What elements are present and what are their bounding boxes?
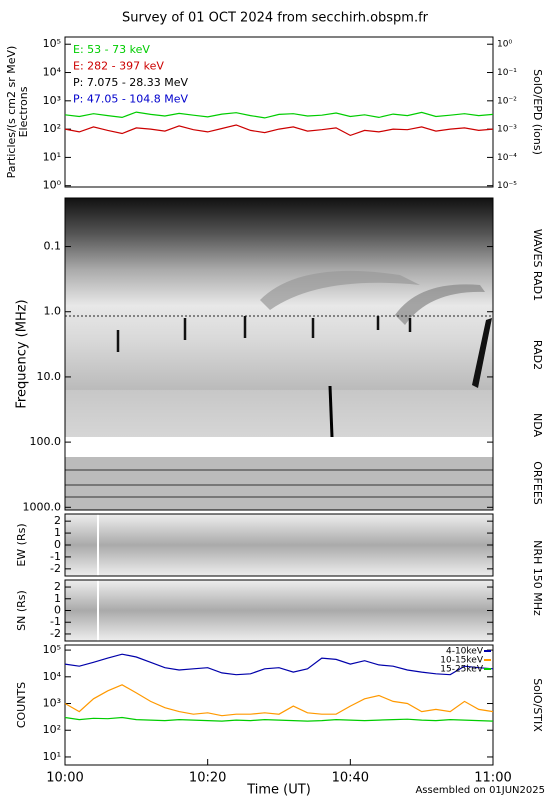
y-axis-label: Electrons (17, 86, 30, 137)
y-tick-label: 0 (54, 538, 61, 551)
series-line (64, 653, 494, 676)
y-tick-label: -2 (50, 627, 61, 640)
nrh-image (65, 514, 493, 641)
y-tick-label: 10⁴ (43, 66, 62, 79)
legend-label: 10-15keV (440, 656, 484, 666)
series-line (64, 111, 494, 119)
y2-axis-label: SolO/STIX (531, 678, 544, 732)
y-axis-label: Frequency (MHz) (15, 299, 30, 408)
y-tick-label: -2 (50, 562, 61, 575)
y2-tick-label: 10⁻¹ (497, 68, 517, 78)
y-axis-label: Particles/(s cm2 sr MeV) (5, 46, 18, 179)
legend-label: P: 7.075 - 28.33 MeV (73, 76, 189, 89)
y-tick-label: 1 (54, 592, 61, 605)
y-tick-label: 10³ (43, 697, 61, 710)
instrument-label: RAD2 (531, 340, 544, 370)
y-tick-label: 0 (54, 604, 61, 617)
instrument-label: WAVES RAD1 (531, 229, 544, 301)
y2-axis-label: NRH 150 MHz (531, 540, 544, 616)
y-tick-label: 2 (54, 580, 61, 593)
legend-label: E: 282 - 397 keV (73, 60, 164, 73)
panel-frame (64, 644, 494, 766)
panel-frame (64, 197, 494, 511)
instrument-label: ORFEES (531, 461, 544, 505)
series-line (64, 124, 494, 137)
y-tick-label: 10.0 (37, 370, 62, 383)
instrument-label: NDA (531, 413, 544, 438)
y2-tick-label: 10⁻⁴ (497, 153, 517, 163)
y-tick-label: 100.0 (30, 435, 62, 448)
y-tick-label: 1 (54, 526, 61, 539)
y-tick-label: 10² (43, 122, 61, 135)
y2-tick-label: 10⁻³ (497, 125, 517, 135)
y-tick-label: 10⁵ (43, 37, 61, 50)
panel-frame (64, 36, 494, 188)
footer: Assembled on 01JUN2025 (415, 785, 545, 796)
y-tick-label: 2 (54, 514, 61, 527)
y2-axis-label: SolO/EPD (ions) (531, 69, 544, 155)
x-tick-label: 10:00 (46, 771, 83, 786)
y-tick-label: 10² (43, 723, 61, 736)
series-line (64, 716, 494, 722)
y-axis-label: SN (Rs) (15, 590, 28, 631)
spectrogram-image (65, 198, 493, 510)
legend-label: E: 53 - 73 keV (73, 43, 150, 56)
y-tick-label: 10⁴ (43, 670, 62, 683)
legend-label: 15-25keV (440, 665, 484, 675)
x-tick-label: 10:40 (332, 771, 369, 786)
title: Survey of 01 OCT 2024 from secchirh.obsp… (122, 11, 429, 26)
legend-label: 4-10keV (446, 647, 484, 657)
y-tick-label: -1 (50, 615, 61, 628)
y-tick-label: 10³ (43, 94, 61, 107)
y-tick-label: 1.0 (44, 305, 62, 318)
y-tick-label: -1 (50, 550, 61, 563)
x-axis-label: Time (UT) (246, 783, 311, 798)
series-line (64, 684, 494, 717)
legend-label: P: 47.05 - 104.8 MeV (73, 93, 189, 106)
y-tick-label: 1000.0 (23, 500, 62, 513)
y-tick-label: 0.1 (44, 240, 62, 253)
y-axis-label: COUNTS (15, 682, 28, 728)
y-tick-label: 10⁵ (43, 643, 61, 656)
y2-tick-label: 10⁻² (497, 96, 517, 106)
y-axis-label: EW (Rs) (15, 523, 28, 566)
x-tick-label: 10:20 (189, 771, 226, 786)
y-tick-label: 10¹ (43, 150, 61, 163)
y2-tick-label: 10⁰ (497, 40, 512, 50)
y-tick-label: 10⁰ (43, 179, 62, 192)
y2-tick-label: 10⁻⁵ (497, 181, 517, 191)
y-tick-label: 10¹ (43, 750, 61, 763)
x-tick-label: 11:00 (474, 771, 511, 786)
